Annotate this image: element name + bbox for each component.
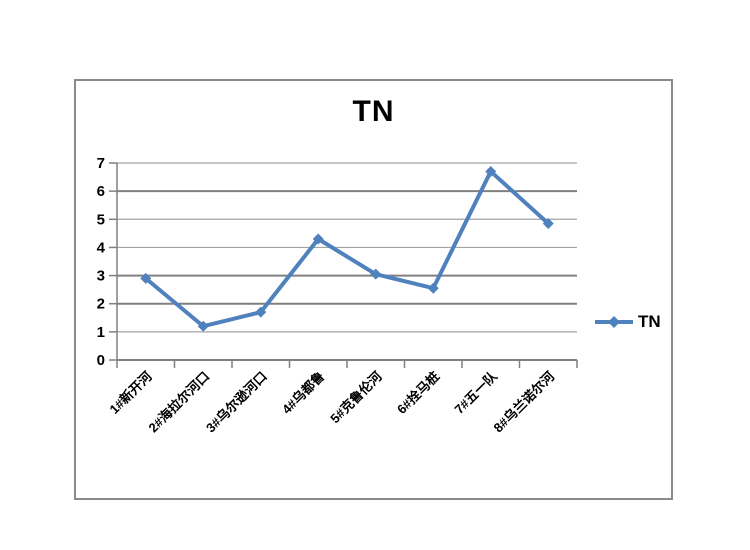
x-tick-label: 1#新开河 — [106, 369, 154, 417]
y-tick-label: 3 — [97, 268, 105, 285]
x-tick-label: 3#乌尔逊河口 — [203, 369, 270, 436]
legend-series-marker-icon — [595, 315, 633, 328]
y-tick-label: 6 — [97, 183, 105, 200]
chart-frame: TN 0 1 2 3 4 5 6 7 1#新开河 2#海拉尔河口 3#乌尔逊河口 4#乌都鲁 5#克鲁伦… — [74, 79, 673, 500]
data-point-marker — [427, 282, 439, 294]
y-tick-label: 7 — [97, 155, 105, 172]
data-point-marker — [255, 306, 267, 318]
x-tick-label: 4#乌都鲁 — [279, 369, 327, 417]
x-tick-label: 6#拴马桩 — [394, 369, 442, 417]
data-point-marker — [485, 165, 497, 177]
y-tick-label: 0 — [97, 352, 105, 369]
x-tick-label: 8#乌兰诺尔河 — [491, 369, 558, 436]
data-point-marker — [312, 233, 324, 245]
data-point-marker — [370, 268, 382, 280]
x-tick-label: 7#五一队 — [451, 368, 500, 417]
chart-title: TN — [352, 95, 395, 128]
legend-label: TN — [638, 312, 661, 331]
data-point-marker — [140, 272, 152, 284]
y-tick-label: 2 — [97, 296, 105, 313]
y-tick-label: 4 — [97, 239, 106, 256]
data-point-marker — [542, 218, 554, 230]
data-point-marker — [197, 320, 209, 332]
x-tick-label: 5#克鲁伦河 — [327, 369, 385, 427]
legend: TN — [594, 313, 661, 330]
y-tick-label: 5 — [97, 211, 105, 228]
y-tick-label: 1 — [97, 324, 105, 341]
series-line — [143, 169, 551, 329]
